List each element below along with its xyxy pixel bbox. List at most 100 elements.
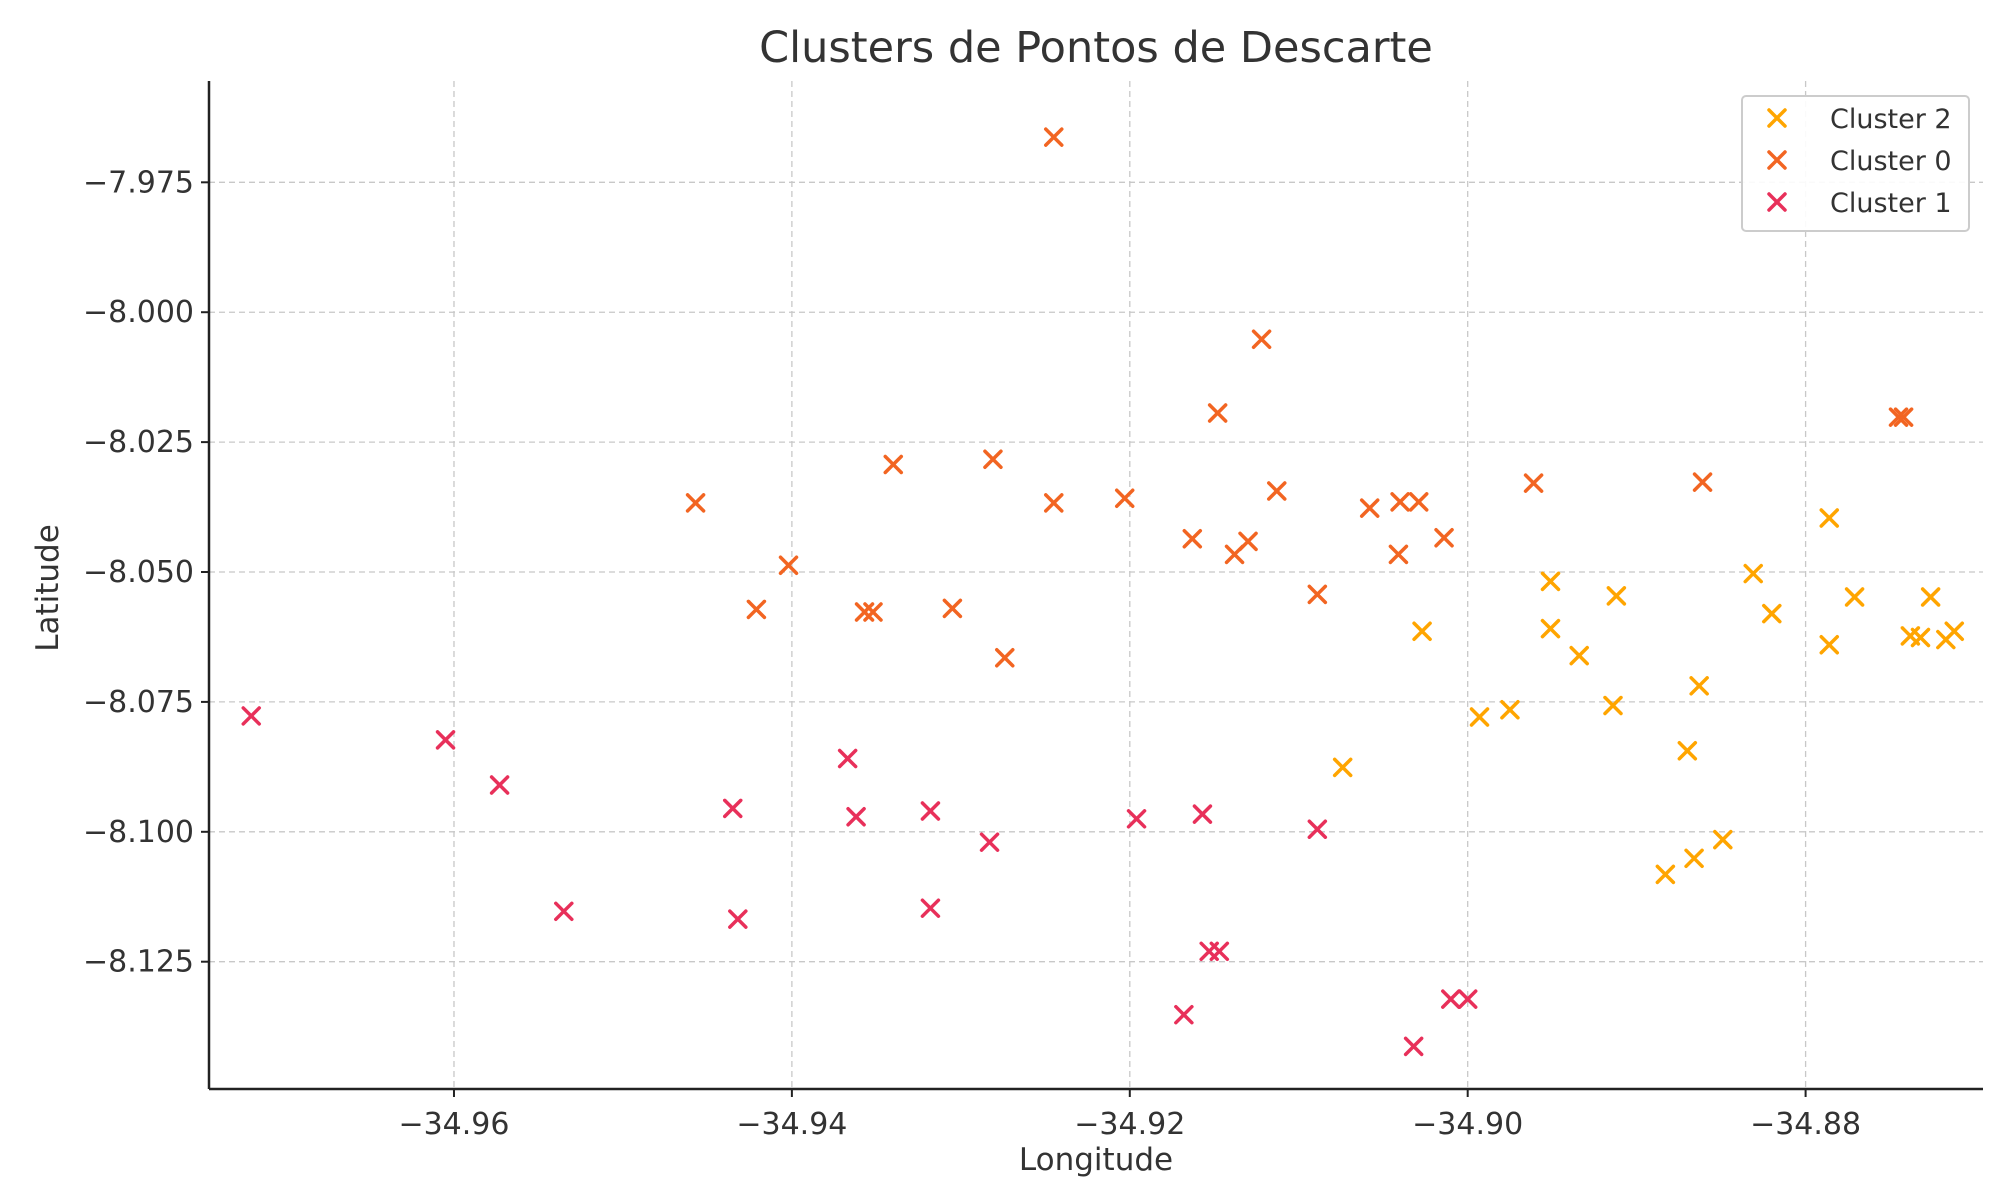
marker-stroke bbox=[1819, 508, 1840, 528]
y-axis-label: Latitude bbox=[30, 524, 66, 652]
cluster-2-point bbox=[1412, 621, 1432, 641]
marker-stroke bbox=[1655, 864, 1676, 885]
cluster-2-point bbox=[1689, 676, 1709, 696]
marker-stroke bbox=[1412, 621, 1432, 641]
marker-stroke bbox=[435, 730, 456, 750]
cluster-0-point bbox=[1207, 403, 1228, 423]
cluster-2-point bbox=[1844, 587, 1865, 607]
cluster-0-point bbox=[1388, 544, 1409, 565]
legend-label-cluster-2: Cluster 2 bbox=[1830, 104, 1952, 135]
marker-stroke bbox=[1209, 941, 1230, 962]
marker-stroke bbox=[1307, 584, 1328, 605]
legend: Cluster 2 Cluster 0 Cluster 1 bbox=[1741, 95, 1970, 232]
cluster-0-point bbox=[883, 454, 904, 475]
cluster-0-point bbox=[1692, 472, 1713, 492]
legend-marker-cluster-0 bbox=[1767, 150, 1787, 170]
cluster-1-point bbox=[1126, 809, 1147, 829]
marker-stroke bbox=[1767, 150, 1787, 170]
cluster-0-point bbox=[1307, 584, 1328, 605]
marker-stroke bbox=[1762, 603, 1782, 624]
marker-stroke bbox=[1606, 586, 1627, 606]
marker-stroke bbox=[746, 599, 767, 620]
marker-stroke bbox=[1044, 127, 1064, 147]
cluster-1-point bbox=[554, 901, 574, 922]
marker-stroke bbox=[1540, 571, 1561, 592]
marker-stroke bbox=[1767, 108, 1787, 128]
marker-stroke bbox=[1390, 492, 1410, 512]
cluster-1-point bbox=[1307, 819, 1328, 839]
cluster-2-point bbox=[1819, 508, 1840, 528]
marker-stroke bbox=[685, 493, 706, 513]
marker-stroke bbox=[1114, 488, 1135, 508]
marker-stroke bbox=[1182, 529, 1203, 549]
cluster-0-point bbox=[1893, 407, 1914, 427]
cluster-0-point bbox=[1408, 492, 1429, 512]
marker-stroke bbox=[1677, 740, 1698, 761]
y-tick-label: −8.025 bbox=[83, 425, 194, 460]
cluster-2-point bbox=[1677, 740, 1698, 761]
marker-stroke bbox=[1267, 481, 1287, 501]
marker-stroke bbox=[1910, 627, 1931, 648]
marker-stroke bbox=[942, 598, 963, 619]
data-points bbox=[241, 127, 1965, 1057]
cluster-0-point bbox=[1182, 529, 1203, 549]
cluster-2-point bbox=[1569, 645, 1589, 666]
marker-stroke bbox=[1743, 563, 1763, 584]
grid-lines bbox=[209, 81, 1983, 1089]
cluster-2-point bbox=[1469, 707, 1490, 727]
marker-stroke bbox=[883, 454, 904, 475]
cluster-1-point bbox=[920, 898, 941, 918]
marker-stroke bbox=[983, 449, 1003, 470]
marker-stroke bbox=[1044, 493, 1064, 513]
marker-stroke bbox=[241, 706, 261, 726]
cluster-0-point bbox=[1390, 492, 1410, 512]
cluster-2-point bbox=[1603, 695, 1623, 716]
axes bbox=[207, 81, 1983, 1091]
y-tick-label: −8.050 bbox=[83, 555, 194, 590]
marker-stroke bbox=[1388, 544, 1409, 565]
marker-stroke bbox=[1569, 645, 1589, 666]
cluster-2-point bbox=[1500, 699, 1520, 720]
marker-stroke bbox=[1359, 498, 1380, 518]
marker-stroke bbox=[1603, 695, 1623, 716]
marker-stroke bbox=[1332, 757, 1353, 778]
cluster-0-point bbox=[942, 598, 963, 619]
cluster-1-point bbox=[435, 730, 456, 750]
marker-stroke bbox=[1408, 492, 1429, 512]
cluster-2-point bbox=[1332, 757, 1353, 778]
marker-stroke bbox=[728, 909, 748, 929]
marker-stroke bbox=[1819, 635, 1840, 655]
cluster-0-point bbox=[1224, 544, 1245, 565]
cluster-2-point bbox=[1910, 627, 1931, 648]
marker-stroke bbox=[837, 748, 858, 769]
marker-stroke bbox=[1457, 989, 1478, 1009]
cluster-1-point bbox=[489, 775, 510, 795]
marker-stroke bbox=[1684, 848, 1704, 869]
legend-label-cluster-0: Cluster 0 bbox=[1830, 146, 1952, 177]
x-tick-label: −34.96 bbox=[398, 1107, 509, 1142]
marker-stroke bbox=[1689, 676, 1709, 696]
marker-stroke bbox=[1126, 809, 1147, 829]
marker-stroke bbox=[1844, 587, 1865, 607]
legend-label-cluster-1: Cluster 1 bbox=[1830, 188, 1952, 219]
marker-stroke bbox=[979, 832, 1000, 852]
marker-stroke bbox=[1403, 1036, 1424, 1057]
cluster-1-point bbox=[1209, 941, 1230, 962]
cluster-0-point bbox=[1888, 407, 1909, 427]
marker-stroke bbox=[554, 901, 574, 922]
legend-marker-cluster-2 bbox=[1767, 108, 1787, 128]
marker-stroke bbox=[1500, 699, 1520, 720]
y-tick-label: −8.100 bbox=[83, 815, 194, 850]
cluster-1-point bbox=[1192, 804, 1213, 824]
marker-stroke bbox=[1920, 587, 1941, 607]
marker-stroke bbox=[723, 798, 743, 819]
cluster-2-point bbox=[1920, 587, 1941, 607]
cluster-2-point bbox=[1713, 829, 1733, 850]
marker-stroke bbox=[778, 555, 799, 576]
marker-stroke bbox=[1441, 989, 1461, 1009]
marker-stroke bbox=[1251, 329, 1272, 349]
cluster-0-point bbox=[1044, 493, 1064, 513]
tick-marks: −34.96 −34.94 −34.92 −34.90 −34.88 −7.975 −8.0… bbox=[83, 165, 1861, 1142]
